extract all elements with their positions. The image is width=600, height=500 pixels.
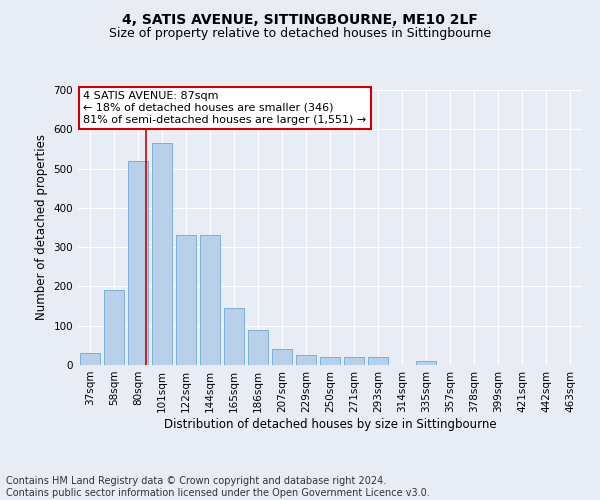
- Text: 4 SATIS AVENUE: 87sqm
← 18% of detached houses are smaller (346)
81% of semi-det: 4 SATIS AVENUE: 87sqm ← 18% of detached …: [83, 92, 366, 124]
- X-axis label: Distribution of detached houses by size in Sittingbourne: Distribution of detached houses by size …: [164, 418, 496, 430]
- Bar: [128, 160, 148, 365]
- Text: Contains HM Land Registry data © Crown copyright and database right 2024.
Contai: Contains HM Land Registry data © Crown c…: [6, 476, 430, 498]
- Text: Size of property relative to detached houses in Sittingbourne: Size of property relative to detached ho…: [109, 28, 491, 40]
- Text: 4, SATIS AVENUE, SITTINGBOURNE, ME10 2LF: 4, SATIS AVENUE, SITTINGBOURNE, ME10 2LF: [122, 12, 478, 26]
- Bar: [176, 236, 196, 365]
- Bar: [416, 361, 436, 365]
- Bar: [104, 290, 124, 365]
- Bar: [200, 236, 220, 365]
- Bar: [320, 357, 340, 365]
- Bar: [152, 143, 172, 365]
- Bar: [224, 308, 244, 365]
- Bar: [80, 353, 100, 365]
- Bar: [344, 357, 364, 365]
- Bar: [248, 330, 268, 365]
- Bar: [368, 357, 388, 365]
- Bar: [272, 350, 292, 365]
- Bar: [296, 355, 316, 365]
- Y-axis label: Number of detached properties: Number of detached properties: [35, 134, 48, 320]
